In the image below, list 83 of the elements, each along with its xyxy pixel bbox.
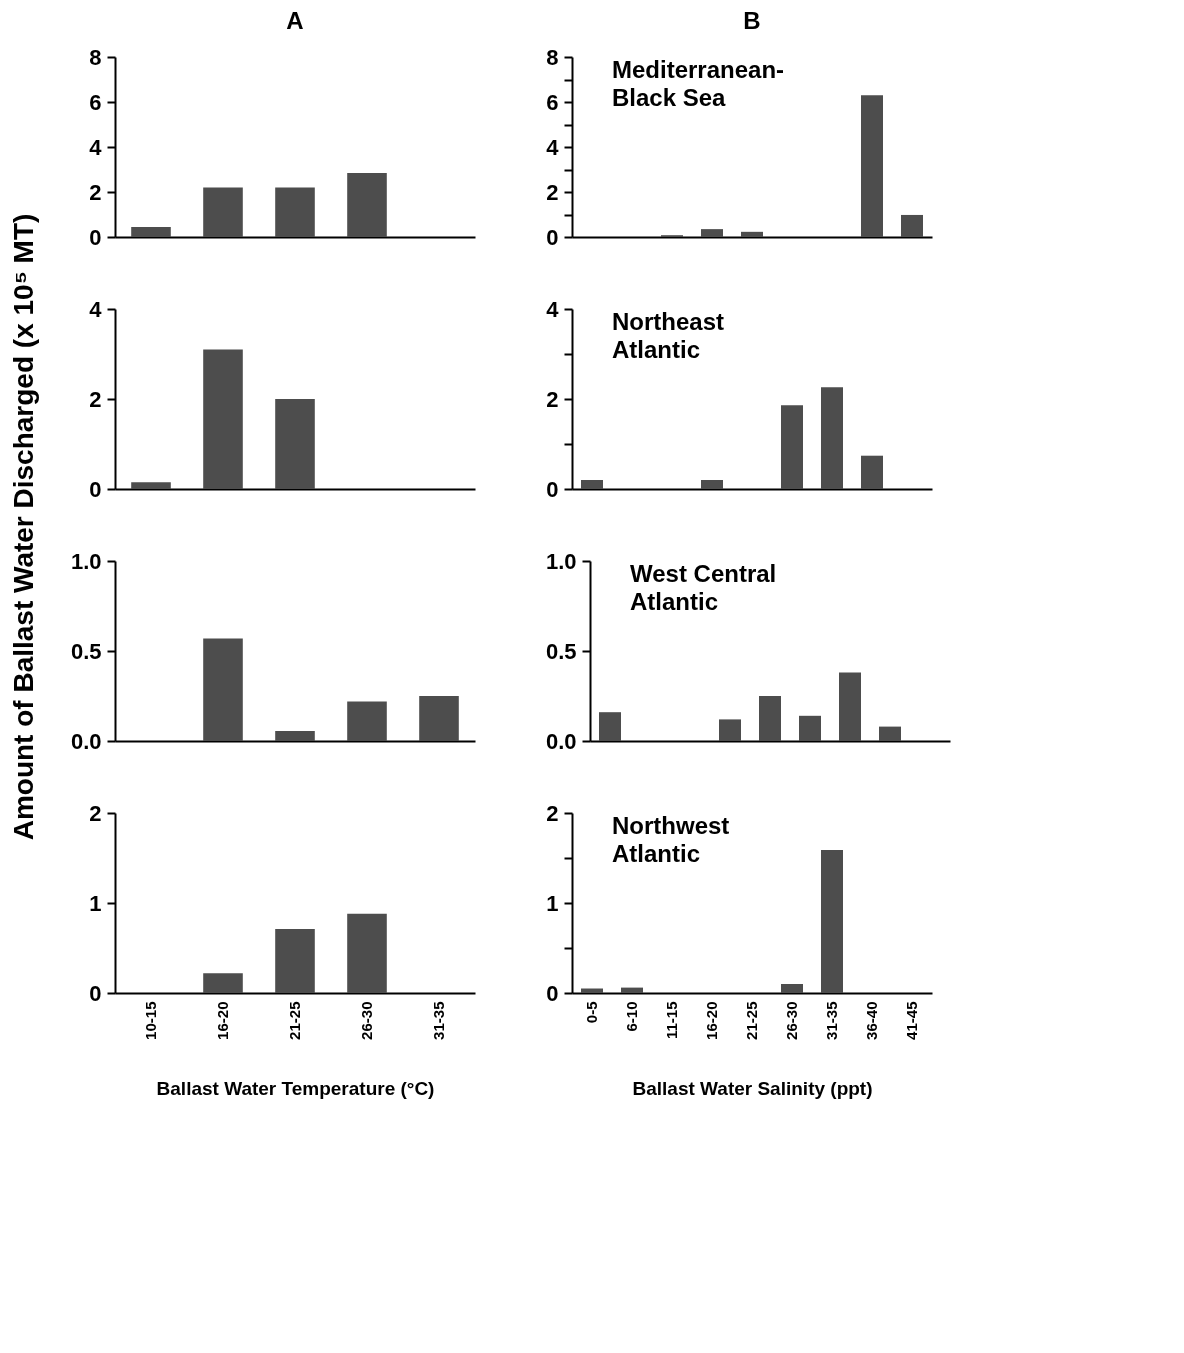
annotation: Northwest Atlantic: [612, 812, 730, 867]
y-tick-label: 2: [546, 179, 559, 205]
y-tick-label: 0: [89, 476, 102, 502]
y-tick-label: 0.5: [70, 638, 102, 664]
y-tick-label: 2: [89, 800, 102, 826]
x-tick-label: 11-15: [663, 1001, 680, 1040]
x-axis-title: Ballast Water Temperature (°C): [156, 1077, 435, 1099]
y-tick-label: 2: [89, 386, 102, 412]
y-tick-label: 0: [546, 980, 559, 1006]
bar: [347, 701, 387, 741]
y-tick-label: 2: [546, 800, 559, 826]
y-tick-label: 0.0: [70, 728, 102, 754]
bar: [821, 849, 843, 993]
y-tick-label: 0: [546, 476, 559, 502]
y-tick-label: 1: [546, 890, 559, 916]
y-tick-label: 1.0: [545, 548, 577, 574]
x-tick-label: 0-5: [583, 1001, 600, 1024]
y-tick-label: 6: [89, 89, 102, 115]
y-tick-label: 4: [546, 296, 560, 322]
bar: [701, 480, 723, 489]
bar: [799, 715, 821, 741]
annotation: Northeast Atlantic: [612, 308, 725, 363]
bar: [719, 719, 741, 741]
y-tick-label: 2: [546, 386, 559, 412]
x-axis-title: Ballast Water Salinity (ppt): [632, 1077, 873, 1099]
bar: [839, 672, 861, 741]
y-tick-label: 4: [546, 134, 560, 160]
y-tick-label: 2: [89, 179, 102, 205]
annotation: Mediterranean-Black Sea: [612, 56, 785, 111]
bar: [347, 913, 387, 993]
bar: [419, 696, 459, 741]
x-tick-label: 36-40: [863, 1001, 880, 1040]
bar: [781, 405, 803, 489]
y-tick-label: 0.5: [545, 638, 577, 664]
x-tick-label: 26-30: [358, 1001, 375, 1040]
bar: [275, 929, 315, 993]
bar: [203, 187, 243, 237]
x-tick-label: 31-35: [823, 1001, 840, 1040]
chart-title: A: [286, 7, 304, 34]
bar: [347, 172, 387, 237]
bar: [621, 987, 643, 993]
x-tick-label: 16-20: [214, 1001, 231, 1040]
bar: [275, 187, 315, 237]
y-tick-label: 6: [546, 89, 559, 115]
x-tick-label: 21-25: [286, 1001, 303, 1040]
x-tick-label: 10-15: [142, 1001, 159, 1040]
bar: [741, 231, 763, 237]
bar: [821, 387, 843, 489]
y-tick-label: 8: [89, 44, 102, 70]
bar: [131, 226, 171, 237]
bar: [879, 726, 901, 741]
y-axis-title: Amount of Ballast Water Discharged (x 10⁵ MT): [8, 213, 39, 841]
bar: [203, 638, 243, 741]
bar: [275, 731, 315, 741]
annotation: West Central Atlantic: [630, 560, 777, 615]
bar: [275, 399, 315, 489]
bar: [581, 480, 603, 489]
x-tick-label: 6-10: [623, 1001, 640, 1032]
x-tick-label: 16-20: [703, 1001, 720, 1040]
y-tick-label: 0: [546, 224, 559, 250]
bar: [599, 712, 621, 741]
bar: [203, 349, 243, 489]
chart-title: B: [743, 7, 761, 34]
bar: [203, 973, 243, 993]
y-tick-label: 0.0: [545, 728, 577, 754]
bar: [701, 229, 723, 237]
bar: [861, 95, 883, 237]
bar: [861, 455, 883, 489]
y-tick-label: 1.0: [70, 548, 102, 574]
bar: [781, 984, 803, 993]
x-tick-label: 31-35: [430, 1001, 447, 1040]
x-tick-label: 21-25: [743, 1001, 760, 1040]
y-tick-label: 8: [546, 44, 559, 70]
x-tick-label: 26-30: [783, 1001, 800, 1040]
y-tick-label: 0: [89, 980, 102, 1006]
bar: [131, 482, 171, 489]
y-tick-label: 4: [89, 296, 103, 322]
y-tick-label: 4: [89, 134, 103, 160]
bar: [901, 214, 923, 237]
y-tick-label: 0: [89, 224, 102, 250]
bar: [759, 696, 781, 741]
y-tick-label: 1: [89, 890, 102, 916]
x-tick-label: 41-45: [903, 1001, 920, 1040]
